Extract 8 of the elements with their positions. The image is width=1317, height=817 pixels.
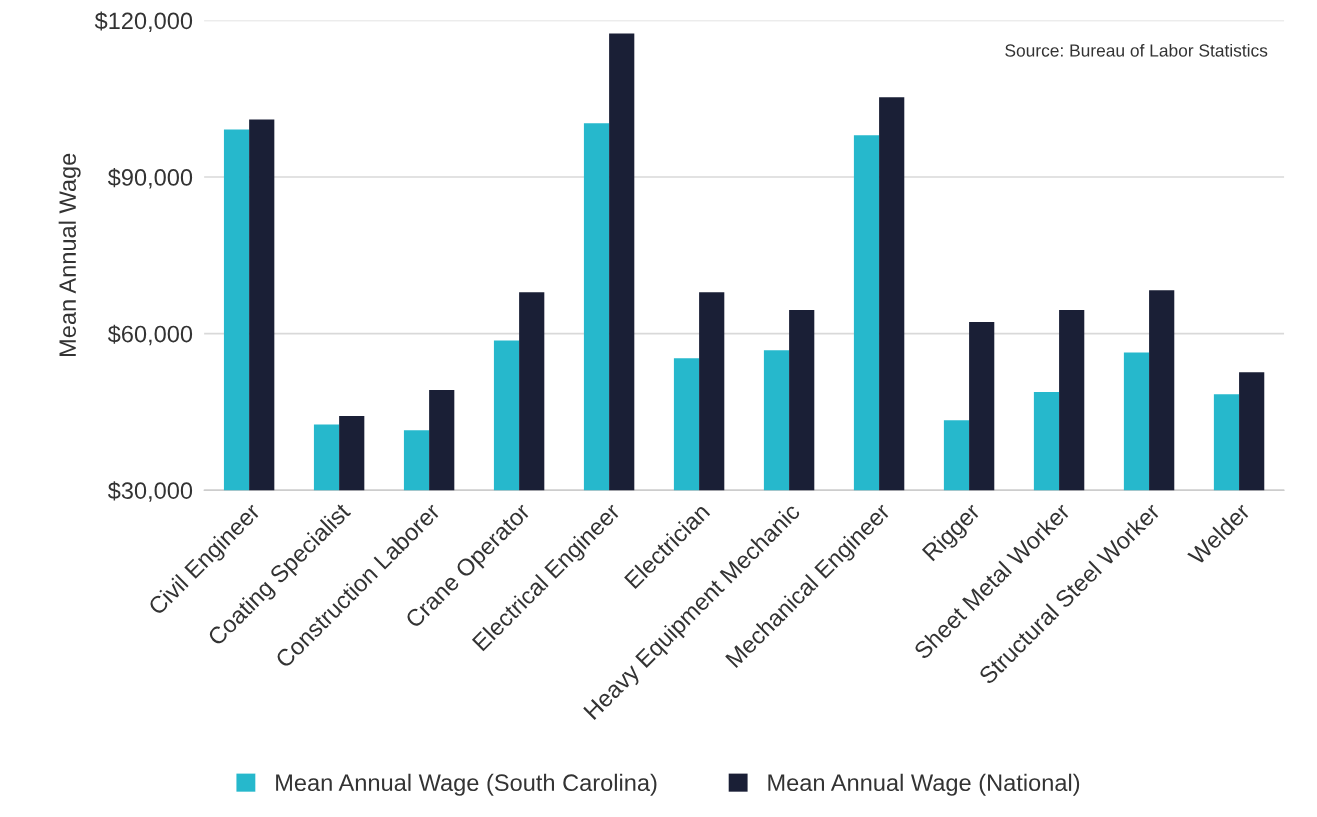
y-tick-label: $90,000: [107, 168, 193, 189]
legend-label: Mean Annual Wage (South Carolina): [276, 773, 657, 796]
y-tick-label: $30,000: [107, 481, 193, 502]
legend-label: Mean Annual Wage (National): [768, 773, 1080, 796]
annotation: Source: Bureau of Labor Statistics: [1005, 43, 1268, 57]
y-tick-label: $60,000: [107, 324, 193, 346]
y-tick-label: $120,000: [94, 11, 193, 32]
y-axis-title: Mean Annual Wage: [58, 153, 81, 356]
